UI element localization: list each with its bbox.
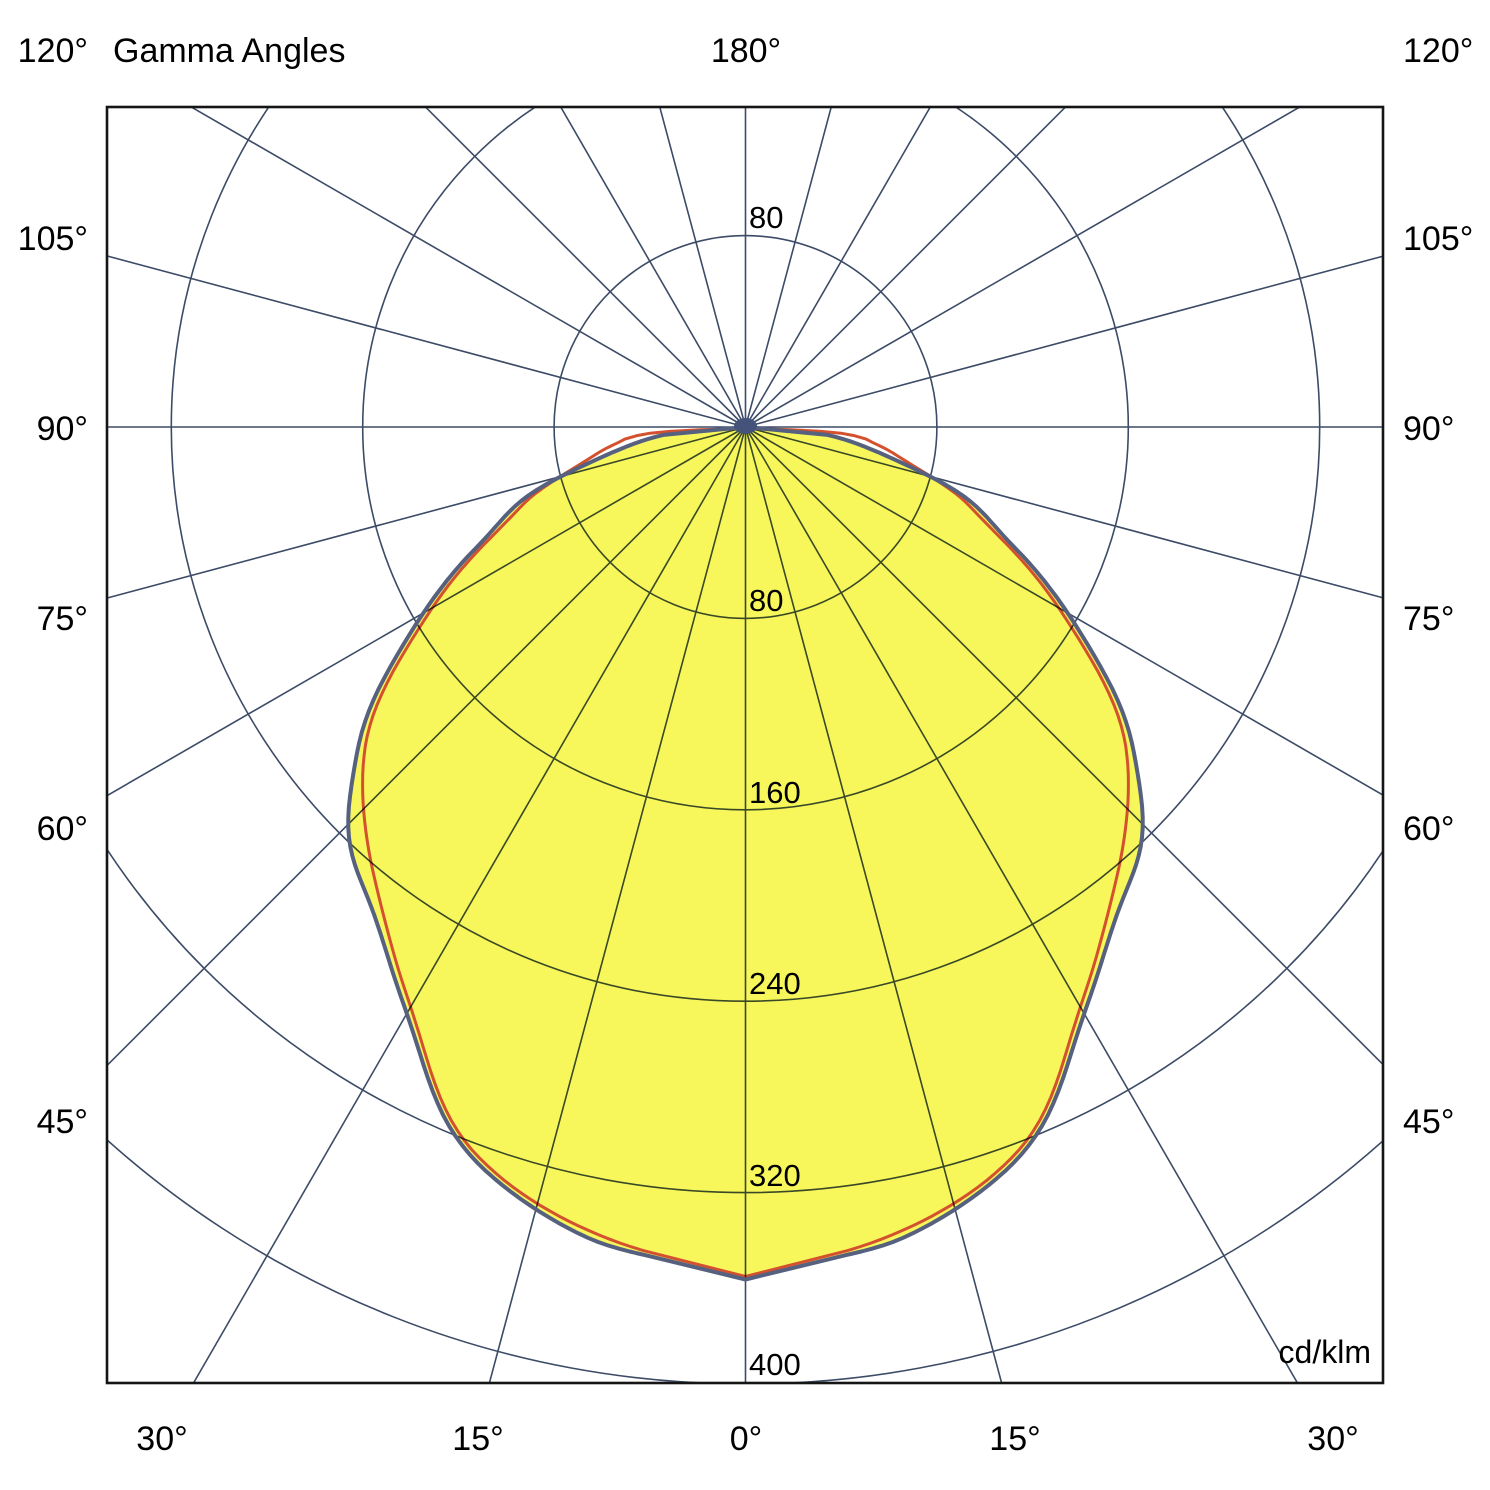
svg-text:30°: 30° [1307,1420,1358,1458]
svg-text:15°: 15° [452,1420,503,1458]
svg-text:160: 160 [749,775,801,810]
svg-text:120°: 120° [1403,32,1473,70]
svg-text:Gamma Angles: Gamma Angles [113,32,345,70]
svg-text:0°: 0° [730,1420,763,1458]
svg-text:180°: 180° [711,32,781,70]
svg-text:60°: 60° [1403,810,1454,848]
svg-text:400: 400 [749,1347,801,1382]
svg-text:80: 80 [749,583,783,618]
svg-text:105°: 105° [1403,220,1473,258]
svg-text:cd/klm: cd/klm [1279,1334,1371,1370]
svg-text:80: 80 [749,200,783,235]
svg-text:90°: 90° [37,410,88,448]
svg-text:60°: 60° [37,810,88,848]
svg-text:75°: 75° [37,600,88,638]
svg-text:30°: 30° [136,1420,187,1458]
svg-text:75°: 75° [1403,600,1454,638]
svg-text:45°: 45° [1403,1103,1454,1141]
svg-text:15°: 15° [989,1420,1040,1458]
svg-text:120°: 120° [18,32,88,70]
svg-text:90°: 90° [1403,410,1454,448]
svg-text:105°: 105° [18,220,88,258]
svg-text:45°: 45° [37,1103,88,1141]
svg-text:240: 240 [749,966,801,1001]
svg-text:320: 320 [749,1158,801,1193]
